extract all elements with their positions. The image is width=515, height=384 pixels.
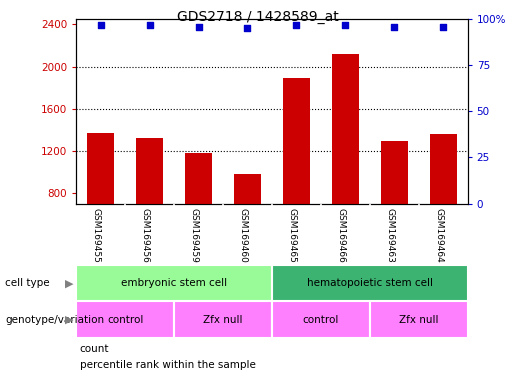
Text: ▶: ▶ (65, 314, 74, 325)
Point (146, 22, 154, 28)
Text: GDS2718 / 1428589_at: GDS2718 / 1428589_at (177, 10, 338, 23)
Bar (136, 138, 163, 277)
Text: count: count (80, 344, 109, 354)
Text: Zfx null: Zfx null (399, 314, 438, 325)
Text: control: control (303, 314, 339, 325)
Text: GSM169465: GSM169465 (287, 209, 297, 263)
Text: percentile rank within the sample: percentile rank within the sample (80, 360, 256, 370)
Bar (381, 141, 408, 277)
Bar (76, 265, 272, 301)
Text: cell type: cell type (5, 278, 50, 288)
Text: GSM169463: GSM169463 (385, 209, 394, 263)
Text: GSM169460: GSM169460 (238, 209, 247, 263)
Text: genotype/variation: genotype/variation (5, 314, 104, 325)
Bar (272, 265, 468, 301)
Point (293, 22, 301, 28)
Text: hematopoietic stem cell: hematopoietic stem cell (307, 278, 433, 288)
Text: GSM169464: GSM169464 (434, 209, 443, 263)
Text: ▶: ▶ (65, 278, 74, 288)
Text: GSM169455: GSM169455 (92, 209, 101, 263)
Bar (87, 133, 114, 277)
Point (195, 23, 203, 30)
Bar (185, 154, 212, 277)
Point (390, 23, 398, 30)
Text: embryonic stem cell: embryonic stem cell (121, 278, 227, 288)
Bar (76, 301, 174, 338)
Point (341, 22, 349, 28)
Bar (174, 301, 272, 338)
Text: control: control (107, 314, 143, 325)
Bar (332, 54, 359, 277)
Bar (283, 78, 310, 277)
Text: GSM169456: GSM169456 (141, 209, 150, 263)
Bar (234, 174, 261, 277)
Bar (430, 134, 457, 277)
Text: GSM169466: GSM169466 (336, 209, 345, 263)
Point (97, 22, 105, 28)
Point (439, 23, 447, 30)
Point (243, 25, 251, 31)
Bar (370, 301, 468, 338)
Text: GSM169459: GSM169459 (190, 209, 199, 263)
Text: Zfx null: Zfx null (203, 314, 243, 325)
Bar (272, 301, 370, 338)
